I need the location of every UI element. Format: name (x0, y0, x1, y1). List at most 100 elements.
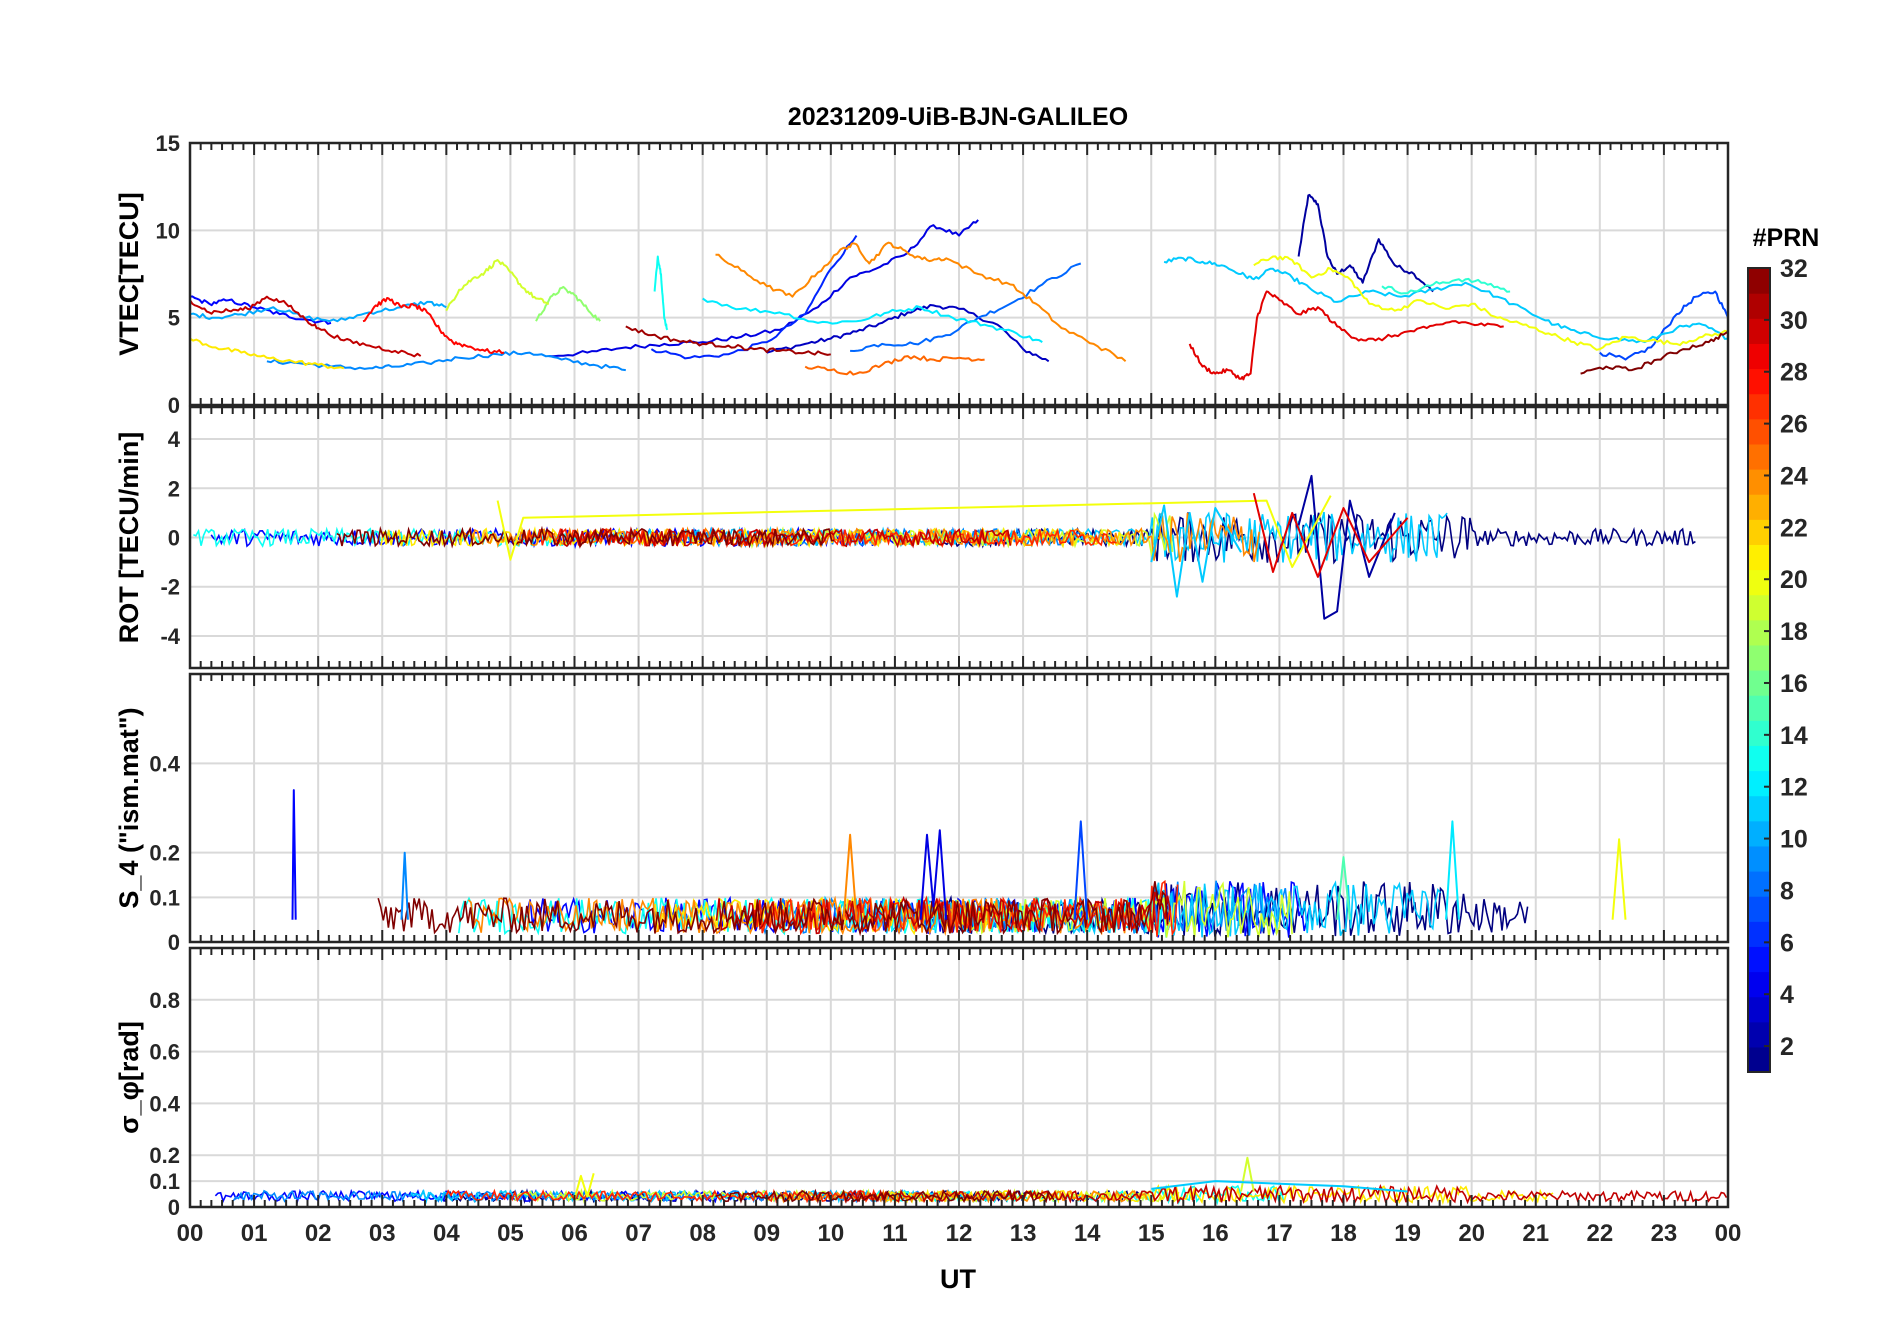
series-line-prn-20 (1611, 838, 1627, 920)
y-tick-label: 0 (168, 393, 180, 418)
series-line-prn-25 (804, 355, 985, 376)
noise-trace (518, 527, 1117, 549)
colorbar-segment (1748, 921, 1770, 947)
series-line-prn-31 (625, 325, 831, 356)
panel-3: 0 0.1 0.2 0.4S_4 ("ism.mat") (114, 672, 1730, 955)
x-tick-label: 03 (369, 1220, 396, 1247)
x-tick-label: 08 (689, 1220, 716, 1247)
series-line-prn-12 (1445, 820, 1460, 920)
noise-trace (336, 525, 835, 549)
colorbar-tick-label: 12 (1780, 774, 1808, 802)
x-tick-label: 15 (1138, 1220, 1165, 1247)
series-line-prn-8 (850, 262, 1082, 352)
y-tick-label: 0 (168, 526, 180, 551)
x-tick-label: 19 (1394, 1220, 1421, 1247)
y-tick-label: -2 (160, 575, 180, 600)
colorbar-segment (1748, 544, 1770, 571)
series-line-prn-9 (266, 350, 626, 372)
y-axis-label: σ_φ[rad] (114, 1021, 144, 1134)
colorbar-tick-label: 28 (1780, 359, 1808, 387)
colorbar-segment (1748, 268, 1770, 294)
x-axis-label: UT (940, 1264, 976, 1294)
noise-trace (715, 1188, 1055, 1205)
series-line-prn-10 (190, 300, 447, 323)
y-tick-label: 5 (168, 306, 180, 331)
colorbar-segment (1748, 569, 1770, 596)
colorbar-segment (1748, 871, 1770, 897)
noise-trace (444, 1188, 878, 1204)
x-tick-label: 06 (561, 1220, 588, 1247)
y-axis-label: VTEC[TECU] (114, 192, 144, 356)
x-tick-label: 20 (1458, 1220, 1485, 1247)
series-line-prn-3 (766, 304, 1050, 363)
x-tick-label: 10 (817, 1220, 844, 1247)
colorbar-tick-label: 14 (1780, 722, 1808, 750)
noise-trace (715, 891, 1171, 935)
x-tick-label: 07 (625, 1220, 652, 1247)
series-line-prn-21 (190, 337, 345, 370)
colorbar-tick-label: 24 (1780, 462, 1808, 490)
x-tick-label: 02 (305, 1220, 332, 1247)
colorbar-tick-label: 4 (1780, 981, 1794, 1009)
x-tick-label: 22 (1586, 1220, 1613, 1247)
x-tick-label: 00 (177, 1220, 204, 1247)
series-group (291, 789, 1627, 938)
colorbar-segment (1748, 720, 1770, 746)
x-tick-label: 17 (1266, 1220, 1293, 1247)
panel-2: -4 -2 0 2 4 ROT [TECU/min] (114, 405, 1730, 670)
series-line-prn-9 (400, 851, 409, 920)
y-tick-label: 10 (156, 218, 180, 243)
colorbar-segment (1748, 519, 1770, 545)
series-line-prn-6 (650, 235, 858, 360)
colorbar-segment (1748, 494, 1770, 520)
colorbar-tick-label: 20 (1780, 566, 1808, 594)
series-line-prn-20 (1253, 255, 1728, 351)
y-axis-label: ROT [TECU/min] (114, 432, 144, 643)
colorbar-segment (1748, 418, 1770, 445)
x-tick-label: 16 (1202, 1220, 1229, 1247)
colorbar-segment (1748, 644, 1770, 671)
x-tick-label: 11 (882, 1220, 907, 1247)
series-line-prn-19 (1240, 1156, 1255, 1192)
series-line-prn-29 (1188, 290, 1504, 381)
series-group (193, 474, 1696, 620)
colorbar-tick-label: 30 (1780, 307, 1808, 335)
colorbar-segment (1748, 670, 1770, 696)
colorbar-frame (1747, 267, 1771, 1073)
series-line-prn-14 (1381, 277, 1511, 295)
figure-title: 20231209-UiB-BJN-GALILEO (788, 103, 1128, 131)
x-tick-label: 09 (753, 1220, 780, 1247)
colorbar-segment (1748, 745, 1770, 772)
y-tick-label: 0.8 (149, 988, 180, 1013)
x-tick-label: 01 (241, 1220, 268, 1247)
y-tick-label: -4 (160, 624, 180, 649)
colorbar-title: #PRN (1753, 224, 1820, 252)
colorbar-segment (1748, 845, 1770, 872)
colorbar-segment (1748, 896, 1770, 922)
series-line-prn-24 (842, 833, 858, 920)
colorbar-segment (1748, 318, 1770, 344)
panel-1: 0 5 10 15 VTEC[TECU] (114, 131, 1730, 418)
noise-trace (458, 512, 1260, 563)
colorbar-segment (1748, 971, 1770, 998)
series-line-prn-11 (1150, 504, 1242, 598)
series-line-prn-11 (1151, 1180, 1408, 1193)
x-tick-label: 23 (1651, 1220, 1678, 1247)
series-line-prn-12 (702, 297, 1043, 343)
series-line-prn-13 (653, 255, 669, 331)
colorbar-segment (1748, 368, 1770, 395)
colorbar-segment (1748, 443, 1770, 470)
series-line-prn-20 (573, 1173, 595, 1200)
x-tick-label: 18 (1330, 1220, 1357, 1247)
colorbar-tick-label: 8 (1780, 877, 1794, 905)
y-tick-label: 0.6 (149, 1040, 180, 1065)
colorbar-segment (1748, 1021, 1770, 1048)
y-tick-label: 0 (168, 930, 180, 955)
colorbar-tick-label: 32 (1780, 255, 1808, 283)
colorbar-tick-label: 2 (1780, 1033, 1794, 1061)
y-tick-label: 0.4 (149, 1091, 180, 1116)
series-line-prn-7 (1073, 820, 1089, 920)
